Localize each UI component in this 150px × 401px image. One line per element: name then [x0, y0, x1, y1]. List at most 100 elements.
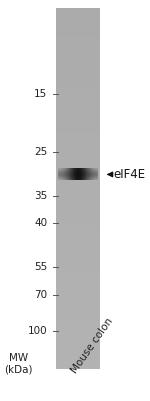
Bar	[56, 228, 100, 230]
Bar	[56, 49, 100, 51]
Bar	[56, 343, 100, 345]
Bar	[56, 361, 100, 363]
Bar	[56, 80, 100, 82]
Bar	[56, 233, 100, 235]
Bar	[56, 130, 100, 132]
Bar	[56, 46, 100, 48]
FancyArrowPatch shape	[108, 172, 113, 177]
Bar	[56, 179, 100, 181]
Bar	[56, 118, 100, 120]
Bar	[56, 302, 100, 304]
Text: 100: 100	[28, 326, 47, 336]
Bar	[56, 348, 100, 351]
Bar	[56, 257, 100, 259]
Bar	[60, 168, 61, 180]
Bar	[56, 60, 100, 62]
Bar	[56, 64, 100, 66]
Bar	[56, 197, 100, 199]
Bar	[56, 159, 100, 162]
Bar	[68, 168, 69, 180]
Bar	[56, 296, 100, 298]
Bar	[85, 168, 86, 180]
Bar	[56, 354, 100, 356]
Bar	[88, 168, 89, 180]
Bar	[56, 327, 100, 329]
Bar	[56, 129, 100, 131]
Bar	[56, 363, 100, 365]
Bar	[64, 168, 65, 180]
Bar	[56, 213, 100, 216]
Bar	[56, 338, 100, 340]
Bar	[56, 174, 100, 176]
Bar	[97, 168, 98, 180]
Bar	[56, 231, 100, 233]
Bar	[56, 244, 100, 246]
Bar	[56, 91, 100, 93]
Bar	[56, 168, 100, 170]
Bar	[56, 262, 100, 264]
Bar	[56, 75, 100, 77]
Bar	[56, 20, 100, 22]
Bar	[56, 85, 100, 87]
Bar	[76, 168, 77, 180]
Bar	[56, 15, 100, 17]
Text: 25: 25	[34, 148, 47, 157]
Bar	[56, 57, 100, 59]
Bar	[56, 55, 100, 57]
Bar	[56, 342, 100, 344]
Bar	[56, 247, 100, 250]
Bar	[56, 111, 100, 113]
Bar	[56, 36, 100, 39]
Bar	[62, 168, 63, 180]
Bar	[56, 101, 100, 104]
Text: 40: 40	[34, 218, 47, 227]
Bar	[56, 98, 100, 100]
Bar	[56, 221, 100, 223]
Bar	[56, 42, 100, 44]
Bar	[56, 121, 100, 124]
Bar	[56, 260, 100, 263]
Bar	[56, 87, 100, 89]
Bar	[56, 94, 100, 97]
Bar	[56, 192, 100, 194]
Bar	[56, 65, 100, 68]
Bar	[56, 29, 100, 32]
Bar	[56, 289, 100, 291]
Bar	[56, 186, 100, 188]
Bar	[56, 145, 100, 147]
Bar	[56, 103, 100, 105]
Bar	[56, 358, 100, 360]
Bar	[56, 267, 100, 269]
Bar	[56, 287, 100, 290]
Bar	[78, 168, 79, 180]
Bar	[56, 271, 100, 273]
Bar	[56, 58, 100, 61]
Bar	[56, 222, 100, 225]
Bar	[56, 251, 100, 253]
Bar	[66, 168, 67, 180]
Bar	[90, 168, 91, 180]
Bar	[56, 132, 100, 134]
Bar	[56, 318, 100, 320]
Bar	[56, 177, 100, 180]
Bar	[56, 69, 100, 71]
Bar	[56, 76, 100, 79]
Bar	[56, 188, 100, 190]
Bar	[56, 147, 100, 149]
Bar	[56, 345, 100, 347]
Bar	[81, 168, 82, 180]
Bar	[83, 168, 84, 180]
Bar	[87, 168, 88, 180]
Bar	[56, 284, 100, 286]
Bar	[56, 320, 100, 322]
Bar	[56, 350, 100, 353]
Bar	[56, 246, 100, 248]
Bar	[56, 24, 100, 26]
Bar	[56, 208, 100, 210]
Bar	[56, 322, 100, 324]
Text: 15: 15	[34, 89, 47, 99]
Bar	[56, 78, 100, 80]
Bar	[82, 168, 83, 180]
Bar	[56, 17, 100, 19]
Bar	[70, 168, 71, 180]
